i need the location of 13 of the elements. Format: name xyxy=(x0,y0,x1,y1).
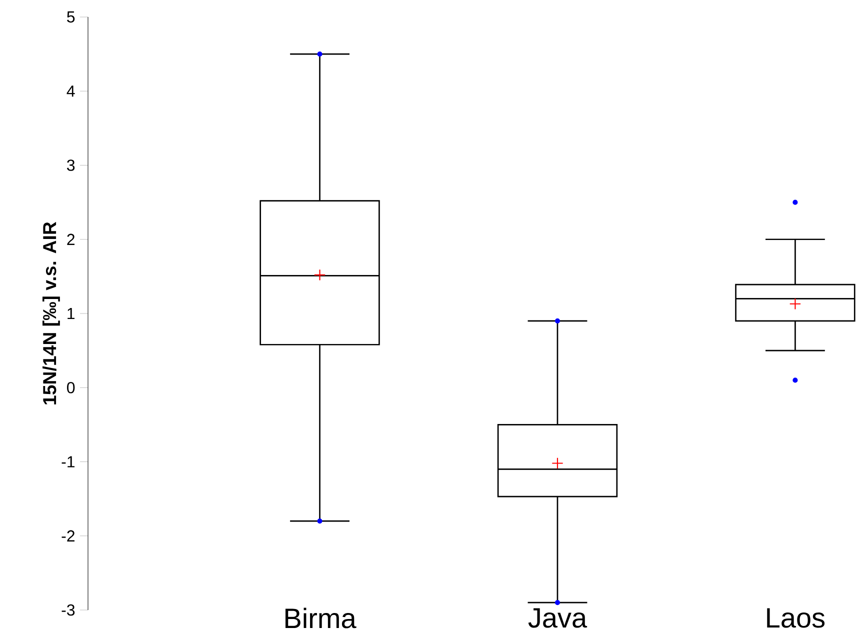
x-tick-label: Java xyxy=(528,608,588,628)
y-tick-label: 0 xyxy=(67,382,75,394)
y-tick-label: -3 xyxy=(62,604,75,616)
y-tick-label: 5 xyxy=(67,11,75,23)
y-tick-label: -1 xyxy=(62,456,75,468)
y-tick-label: 3 xyxy=(66,160,75,171)
y-tick-label: 2 xyxy=(67,234,74,245)
y-tick-label: 4 xyxy=(66,86,75,97)
x-tick-label: Laos xyxy=(767,608,825,628)
y-tick-label: -2 xyxy=(62,530,74,542)
x-tick-label: Birma xyxy=(286,608,356,628)
y-axis-title: 15N/14N [‰] v.s. AIR xyxy=(42,222,60,404)
y-tick-label: 1 xyxy=(68,308,75,320)
